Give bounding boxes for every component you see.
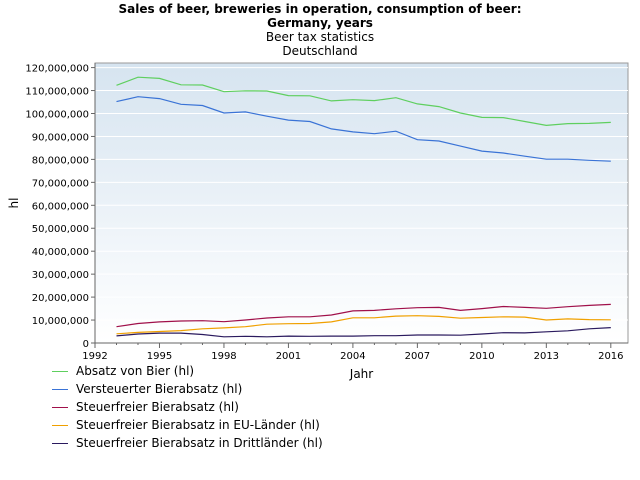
x-tick-label: 2016 (598, 351, 623, 362)
y-tick-label: 100,000,000 (25, 109, 89, 120)
chart-subtitle-line-1: Beer tax statistics (265, 30, 375, 44)
legend-item: Steuerfreier Bierabsatz (hl) (52, 398, 323, 416)
plot-area (94, 62, 629, 344)
series-line-4 (116, 315, 611, 335)
y-tick-label: 60,000,000 (32, 201, 89, 212)
x-axis-label: Jahr (349, 367, 373, 381)
legend-label: Steuerfreier Bierabsatz in EU-Länder (hl… (76, 418, 320, 432)
x-tick-label: 1992 (82, 351, 107, 362)
legend-item: Versteuerter Bierabsatz (hl) (52, 380, 323, 398)
chart-title-line-1: Sales of beer, breweries in operation, c… (118, 2, 522, 16)
legend-swatch (52, 370, 68, 372)
legend-swatch (52, 424, 68, 426)
y-tick-label: 30,000,000 (32, 270, 89, 281)
legend-swatch (52, 442, 68, 444)
series-line-1 (116, 76, 611, 127)
series-line-5 (116, 327, 611, 338)
legend-item: Steuerfreier Bierabsatz in Drittländer (… (52, 434, 323, 452)
x-tick-label: 1998 (211, 351, 236, 362)
legend-swatch (52, 406, 68, 408)
y-tick-label: 80,000,000 (32, 155, 89, 166)
series-line-3 (116, 303, 611, 328)
legend-label: Steuerfreier Bierabsatz in Drittländer (… (76, 436, 323, 450)
y-tick-label: 50,000,000 (32, 224, 89, 235)
chart-title-block: Sales of beer, breweries in operation, c… (0, 2, 640, 58)
y-tick-label: 120,000,000 (25, 64, 89, 75)
chart-subtitle-line-2: Deutschland (282, 44, 358, 58)
x-tick-label: 2001 (276, 351, 301, 362)
series-lines (116, 76, 611, 338)
legend-label: Absatz von Bier (hl) (76, 364, 195, 378)
y-tick-label: 110,000,000 (25, 87, 89, 98)
legend-item: Steuerfreier Bierabsatz in EU-Länder (hl… (52, 416, 323, 434)
y-axis-label: hl (7, 198, 21, 209)
legend-item: Absatz von Bier (hl) (52, 362, 323, 380)
x-axis: 1992 1995 1998 2001 2004 2007 2010 2013 2016 (82, 342, 628, 362)
y-tick-label: 90,000,000 (32, 132, 89, 143)
x-tick-label: 2010 (469, 351, 494, 362)
y-tick-label: 70,000,000 (32, 178, 89, 189)
y-tick-label: 40,000,000 (32, 247, 89, 258)
y-tick-label: 20,000,000 (32, 293, 89, 304)
y-tick-label: 0 (83, 339, 89, 350)
chart-title-line-2: Germany, years (267, 16, 373, 30)
y-tick-label: 10,000,000 (32, 316, 89, 327)
legend-swatch (52, 388, 68, 390)
x-tick-label: 1995 (147, 351, 172, 362)
legend-label: Steuerfreier Bierabsatz (hl) (76, 400, 239, 414)
x-tick-label: 2013 (534, 351, 559, 362)
series-line-2 (116, 96, 611, 162)
y-axis: 0 10,000,000 20,000,000 30,000,000 40,000,00… (25, 63, 96, 350)
x-tick-label: 2004 (340, 351, 365, 362)
legend-label: Versteuerter Bierabsatz (hl) (76, 382, 243, 396)
x-tick-label: 2007 (405, 351, 430, 362)
legend: Absatz von Bier (hl) Versteuerter Bierabs… (52, 362, 323, 452)
